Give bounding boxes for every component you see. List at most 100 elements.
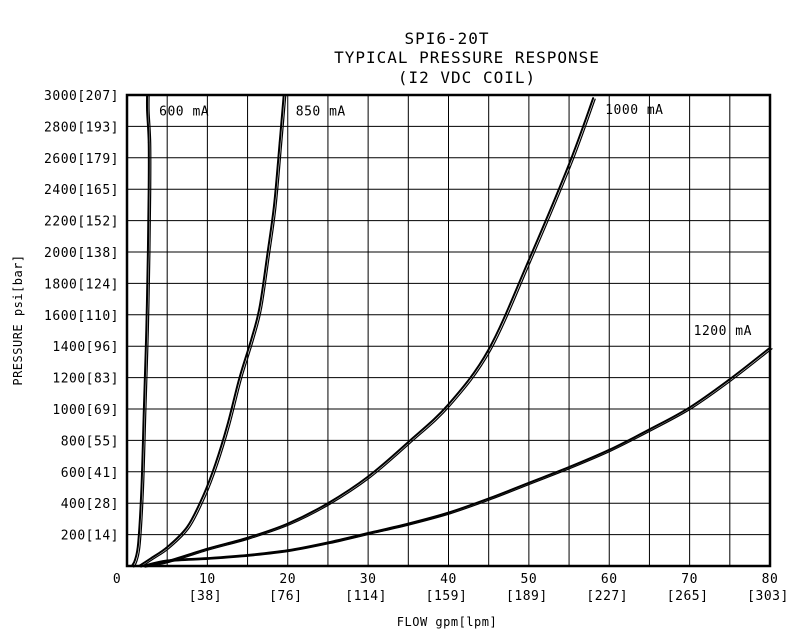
x-tick-label: 40 (440, 572, 457, 587)
series-850-ma-point (186, 525, 189, 528)
y-tick-label: 3000[207] (44, 89, 119, 104)
y-tick-label: 2200[152] (44, 215, 119, 230)
x-tick-sublabel: [189] (506, 589, 548, 604)
y-tick-label: 1600[110] (44, 309, 119, 324)
series-600-ma-point (147, 141, 150, 143)
x-tick-sublabel: [38] (189, 589, 222, 604)
series-1200-ma-point (206, 557, 209, 559)
series-1000-ma-point (246, 536, 249, 539)
series-1200-ma-point (487, 497, 490, 500)
series-850-ma-point (214, 463, 217, 465)
series-1200-ma-line (142, 346, 771, 567)
series-1200-ma-point (528, 481, 530, 484)
x-tick-label: 20 (279, 572, 296, 587)
series-1200-ma-point (166, 559, 168, 562)
y-tick-label: 2400[165] (44, 183, 119, 198)
x-tick-label: 30 (360, 572, 377, 587)
series-600-ma-point (137, 541, 140, 544)
series-1200-ma-line-return (144, 348, 773, 568)
x-tick-label: 50 (521, 572, 538, 587)
series-1000-ma-point (407, 441, 410, 443)
series-1000-ma-point (528, 259, 530, 261)
series-850-ma-point (166, 546, 168, 548)
series-1200-ma-point (327, 541, 329, 544)
series-1200-ma-point (729, 378, 731, 380)
y-tick-label: 1000[69] (52, 403, 119, 418)
series-1000-ma-point (286, 522, 289, 525)
y-tick-label: 2000[138] (44, 246, 119, 261)
x-tick-sublabel: [159] (426, 589, 468, 604)
y-tick-label: 200[14] (61, 529, 119, 544)
plot-frame (125, 93, 772, 568)
series-label-1000-ma: 1000 mA (605, 103, 663, 118)
x-tick-label: 10 (199, 572, 216, 587)
x-tick-labels: 0 10 [38] 20 [76] 30 [114] 40 [159] 50 [189] 60 [227… (113, 572, 789, 604)
y-tick-label: 1400[96] (52, 340, 119, 355)
series-1000-ma-point (327, 502, 329, 505)
y-tick-label: 1800[124] (44, 277, 119, 292)
series-600-ma-point (140, 486, 143, 489)
chart-title-line-2: TYPICAL PRESSURE RESPONSE (334, 48, 600, 67)
x-tick-label: 80 (762, 572, 779, 587)
series-850-ma-point (226, 423, 229, 426)
y-tick-label: 1200[83] (52, 372, 119, 387)
series-850-ma-line (138, 94, 285, 567)
series-1200-ma-point (447, 511, 450, 514)
grid-lines (127, 95, 770, 566)
chart-title: SPI6-20T TYPICAL PRESSURE RESPONSE (I2 V… (334, 29, 600, 87)
series-850-ma-point (238, 376, 241, 379)
series-1000-ma-line (142, 97, 595, 567)
series-labels: 600 mA 850 mA 1000 mA 1200 mA (159, 103, 752, 339)
series-850-ma-point (266, 251, 269, 253)
series-850-ma-point (258, 306, 261, 308)
data-series (130, 94, 773, 568)
x-tick-label: 0 (113, 572, 121, 587)
series-1000-ma-point (206, 547, 209, 550)
series-1200-ma-point (688, 406, 691, 409)
y-tick-label: 400[28] (61, 497, 119, 512)
series-850-ma-point (202, 494, 205, 497)
series-850-ma-line-return (140, 95, 287, 568)
x-axis-label: FLOW gpm[lpm] (397, 615, 497, 629)
series-600-ma-point (147, 251, 149, 253)
x-tick-sublabel: [265] (667, 589, 709, 604)
series-600-ma-point (134, 558, 136, 561)
series-1200-ma-point (246, 554, 249, 556)
series-850-ma-point (250, 337, 253, 340)
y-tick-labels: 200[14] 400[28] 600[41] 800[55] 1000[69] 1200… (44, 89, 119, 544)
y-axis-label: PRESSURE psi[bar] (11, 254, 25, 385)
series-1200-ma-point (367, 532, 369, 534)
y-tick-label: 600[41] (61, 466, 119, 481)
series-600-ma-point (145, 329, 148, 332)
chart-title-line-3: (I2 VDC COIL) (398, 68, 536, 87)
y-tick-label: 800[55] (61, 434, 119, 449)
series-label-1200-ma: 1200 mA (694, 324, 752, 339)
series-1000-ma-point (487, 348, 490, 351)
series-600-ma-line-return (133, 95, 152, 568)
series-600-ma-point (143, 408, 145, 410)
series-1000-ma-point (592, 97, 594, 99)
series-label-850-ma: 850 mA (296, 104, 346, 119)
series-600-ma-point (147, 188, 150, 190)
series-1200-ma-point (568, 466, 570, 468)
series-1000-ma-point (568, 163, 570, 165)
y-tick-label: 2800[193] (44, 120, 119, 135)
series-1000-ma-point (367, 475, 369, 478)
x-tick-label: 70 (681, 572, 698, 587)
series-1200-ma-point (648, 428, 651, 431)
x-tick-sublabel: [303] (747, 589, 789, 604)
x-tick-sublabel: [227] (586, 589, 628, 604)
y-tick-label: 2600[179] (44, 152, 119, 167)
series-1000-ma-line-return (144, 98, 596, 568)
series-1200-ma-point (407, 522, 410, 525)
x-tick-sublabel: [114] (345, 589, 387, 604)
x-tick-sublabel: [76] (269, 589, 302, 604)
series-850-ma-point (278, 141, 281, 143)
series-600-ma-point (146, 109, 148, 112)
series-label-600-ma: 600 mA (159, 104, 209, 119)
chart-title-line-1: SPI6-20T (404, 29, 489, 48)
series-1200-ma-point (286, 549, 289, 552)
x-tick-label: 60 (601, 572, 618, 587)
series-850-ma-point (150, 557, 152, 559)
